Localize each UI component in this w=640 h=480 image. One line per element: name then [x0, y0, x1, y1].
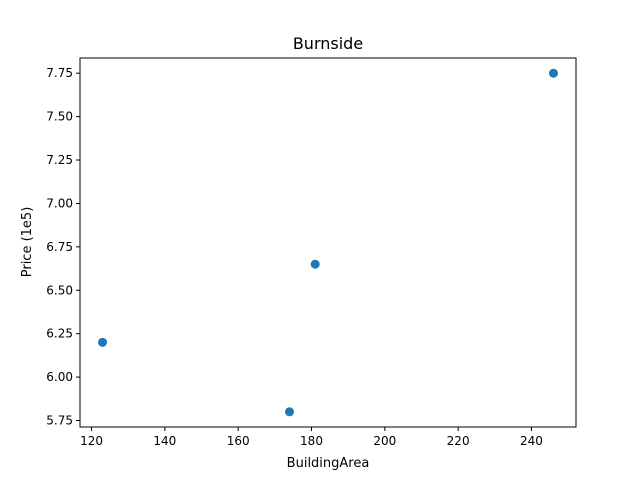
scatter-point: [285, 407, 295, 417]
y-tick-label: 5.75: [46, 413, 73, 427]
plot-frame: [79, 57, 577, 428]
x-tick-label: 120: [80, 434, 103, 448]
y-tick-label: 6.50: [46, 283, 73, 297]
y-tick-label: 7.75: [46, 66, 73, 80]
y-tick-label: 6.75: [46, 240, 73, 254]
x-tick-label: 220: [447, 434, 470, 448]
y-tick-label: 6.00: [46, 370, 73, 384]
y-axis-label: Price (1e5): [20, 207, 35, 278]
plot-area: [98, 68, 558, 417]
x-axis: 120 140 160 180 200 220 240: [80, 427, 543, 448]
x-tick-label: 200: [373, 434, 396, 448]
x-tick-label: 140: [153, 434, 176, 448]
y-tick-label: 7.50: [46, 110, 73, 124]
x-tick-label: 160: [227, 434, 250, 448]
y-tick-label: 7.25: [46, 153, 73, 167]
y-tick-label: 6.25: [46, 327, 73, 341]
y-axis: 5.75 6.00 6.25 6.50 6.75 7.00 7.25 7.50 7.75: [46, 66, 80, 427]
x-tick-label: 180: [300, 434, 323, 448]
x-tick-label: 240: [520, 434, 543, 448]
chart-title: Burnside: [293, 34, 363, 53]
y-tick-label: 7.00: [46, 196, 73, 210]
scatter-point: [310, 259, 320, 269]
scatter-point: [98, 337, 108, 347]
x-axis-label: BuildingArea: [287, 456, 370, 471]
scatter-point: [548, 68, 558, 78]
